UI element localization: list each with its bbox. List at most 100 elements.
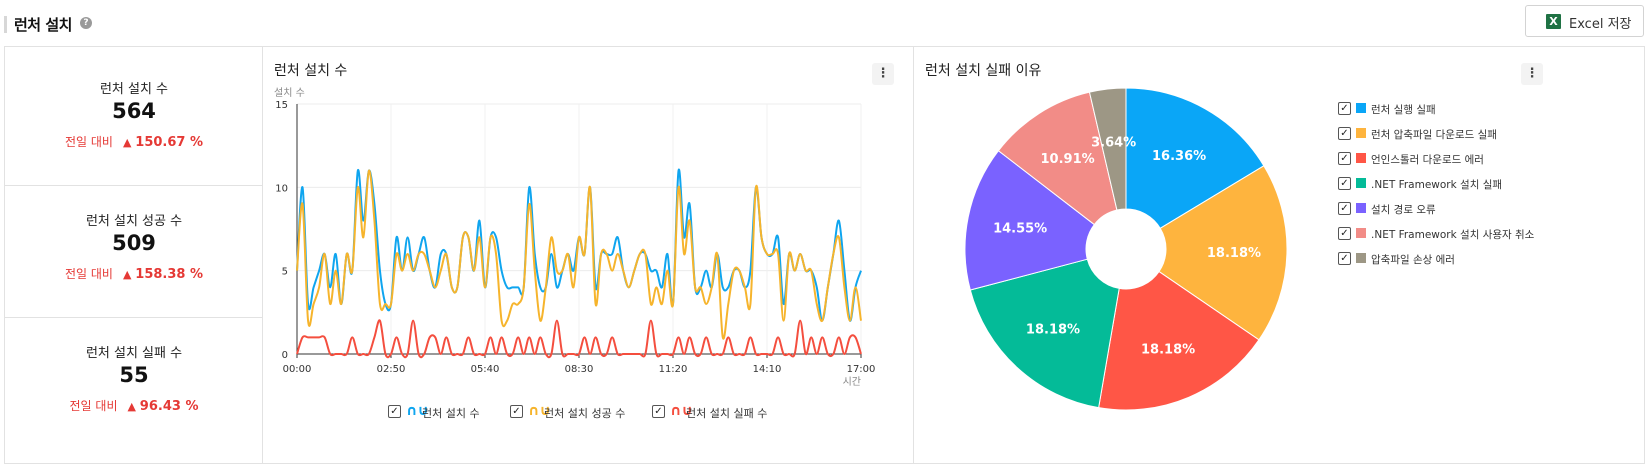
series-swatch-icon: ∩∪ [528,403,551,419]
kpi-card-installs: 런처 설치 수 564 전일 대비 ▲ 150.67 % [5,47,263,186]
line-chart-menu-button[interactable]: ⋮ [872,63,894,85]
kpi-label: 런처 설치 성공 수 [85,214,183,229]
help-icon[interactable]: ? [80,17,92,29]
legend-label: 런처 설치 성공 수 [544,407,626,420]
legend-checkbox[interactable]: ✓ [1338,127,1351,140]
y-tick-label: 0 [282,350,288,361]
pie-slice-label: 18.18% [1207,246,1261,261]
legend-label: 런처 압축파일 다운로드 실패 [1371,129,1497,141]
legend-label: 언인스톨러 다운로드 에러 [1371,154,1484,166]
pie-slice-label: 3.64% [1091,136,1136,151]
excel-export-label: Excel 저장 [1569,17,1632,32]
pie-slices [964,87,1288,411]
kpi-delta-value: 150.67 % [135,135,203,150]
pie-slice-5[interactable] [997,91,1118,226]
x-tick-label: 08:30 [565,364,594,375]
legend-checkbox[interactable]: ✓ [1338,227,1351,240]
legend-label: .NET Framework 설치 사용자 취소 [1371,229,1535,241]
legend-swatch [1356,178,1366,188]
legend-checkbox[interactable]: ✓ [510,405,523,418]
pie-slice-label: 16.36% [1152,149,1206,164]
legend-swatch [1356,153,1366,163]
dashboard: 런처 설치 수 564 전일 대비 ▲ 150.67 % 런처 설치 성공 수 5… [4,46,1645,464]
legend-swatch [1356,253,1366,263]
legend-checkbox[interactable]: ✓ [1338,202,1351,215]
kpi-delta: 전일 대비 ▲ 96.43 % [5,397,263,414]
kpi-label: 런처 설치 실패 수 [85,346,183,361]
series-swatch-icon: ∩∪ [670,403,693,419]
legend-swatch [1356,203,1366,213]
pie-chart-title: 런처 설치 실패 이유 [925,63,1042,79]
up-arrow-icon: ▲ [127,400,136,413]
pie-slice-1[interactable] [1158,165,1288,341]
y-tick-label: 15 [275,100,288,111]
pie-labels: 16.36% 18.18% 18.18% 18.18% 14.55% 10.91%3.64… [993,136,1261,358]
kpi-value: 509 [112,231,156,255]
legend-label: 런처 설치 실패 수 [686,407,768,420]
kpi-card-success: 런처 설치 성공 수 509 전일 대비 ▲ 158.38 % [5,179,263,318]
legend-checkbox[interactable]: ✓ [652,405,665,418]
legend-checkbox[interactable]: ✓ [1338,252,1351,265]
x-tick-label: 05:40 [471,364,500,375]
excel-icon: X [1546,14,1561,29]
legend-checkbox[interactable]: ✓ [388,405,401,418]
pie-chart-panel: 런처 설치 실패 이유 ⋮ 16.36% 18.18% 18.18% 18.18% 14… [914,47,1644,463]
y-tick-label: 10 [275,183,288,194]
kpi-value: 564 [112,99,156,123]
x-tick-label: 00:00 [283,364,312,375]
pie-slice-3[interactable] [969,258,1120,409]
legend-label: 런처 실행 실패 [1371,104,1436,116]
legend-checkbox[interactable]: ✓ [1338,102,1351,115]
pie-slice-6[interactable] [1088,87,1127,211]
pie-slice-label: 10.91% [1041,152,1095,167]
series-swatch-icon: ∩∪ [406,403,429,419]
legend-label: 런처 설치 수 [422,407,480,420]
legend-swatch [1356,103,1366,113]
excel-export-button[interactable]: X Excel 저장 [1525,5,1644,37]
kpi-delta-value: 96.43 % [139,399,199,414]
series-line-1 [296,169,862,340]
pie-chart-menu-button[interactable]: ⋮ [1521,63,1543,85]
pie-slice-2[interactable] [1098,270,1260,411]
x-tick-label: 17:00 [847,364,876,375]
x-tick-label: 02:50 [377,364,406,375]
kpi-column: 런처 설치 수 564 전일 대비 ▲ 150.67 % 런처 설치 성공 수 5… [5,47,263,463]
y-tick-label: 5 [282,267,288,278]
pie-slice-label: 18.18% [1026,323,1080,338]
legend-checkbox[interactable]: ✓ [1338,152,1351,165]
pie-slice-4[interactable] [964,150,1096,291]
line-chart: 0 5 10 15 00:00 02:50 05:40 08:30 11:20 14:10 17:0… [274,87,876,388]
kpi-compare-label: 전일 대비 [65,135,113,149]
kpi-delta: 전일 대비 ▲ 150.67 % [5,133,263,150]
page-header: 런처 설치 ? X Excel 저장 [0,0,1649,46]
kpi-compare-label: 전일 대비 [69,399,118,413]
legend-label: 설치 경로 오류 [1371,204,1436,216]
legend-swatch [1356,128,1366,138]
legend-label: .NET Framework 설치 실패 [1371,179,1503,191]
kpi-card-fail: 런처 설치 실패 수 55 전일 대비 ▲ 96.43 % [5,311,263,450]
kpi-delta: 전일 대비 ▲ 158.38 % [5,265,263,282]
up-arrow-icon: ▲ [122,136,132,149]
up-arrow-icon: ▲ [122,268,132,281]
line-chart-grid [296,103,862,355]
legend-label: 압축파일 손상 에러 [1371,254,1455,266]
line-chart-series [296,168,862,359]
x-axis-label: 시간 [843,376,861,388]
title-accent-bar [4,16,7,33]
pie-slice-label: 14.55% [993,222,1047,237]
x-tick-label: 11:20 [659,364,688,375]
pie-slice-label: 18.18% [1141,342,1195,357]
line-chart-title: 런처 설치 수 [274,63,348,79]
line-chart-panel: 런처 설치 수 ⋮ 0 5 10 15 00:00 02:50 05:40 08:30 11:2… [263,47,914,463]
legend-swatch [1356,228,1366,238]
kpi-compare-label: 전일 대비 [65,267,113,281]
legend-checkbox[interactable]: ✓ [1338,177,1351,190]
kpi-value: 55 [119,363,149,387]
y-axis-label: 설치 수 [274,87,305,99]
pie-chart: 16.36% 18.18% 18.18% 18.18% 14.55% 10.91%3.64… [964,87,1288,411]
kpi-delta-value: 158.38 % [135,267,203,282]
series-line-2 [296,319,862,359]
pie-slice-0[interactable] [1125,87,1265,230]
x-tick-label: 14:10 [753,364,782,375]
kpi-label: 런처 설치 수 [99,82,169,97]
